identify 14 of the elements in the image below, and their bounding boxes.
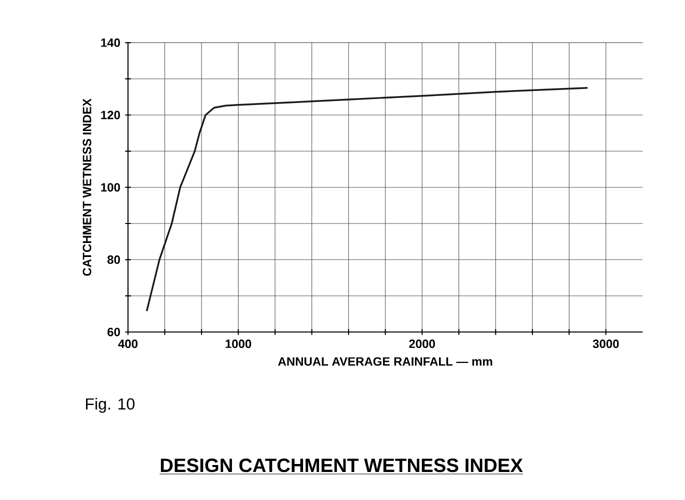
caption: Fig. 10 [86,398,134,413]
x-tick-label: 1000 [226,340,252,348]
y-tick-label: 60 [108,328,120,336]
x-tick-label: 400 [118,340,138,348]
y-axis-title: CATCHMENT WETNESS INDEX [82,98,92,276]
text: DESIGN CATCHMENT WETNESS INDEX [160,458,523,472]
x-tick-label: 3000 [592,340,619,348]
y-tick-label: 80 [107,255,120,264]
y-tick-label: 140 [101,38,120,47]
x-tick-label: 2000 [409,340,435,348]
y-tick-label: 120 [101,110,120,120]
x-axis-title: ANNUAL AVERAGE RAINFALL — mm [278,357,492,366]
y-tick-label: 100 [101,183,120,192]
line-series [146,87,588,312]
